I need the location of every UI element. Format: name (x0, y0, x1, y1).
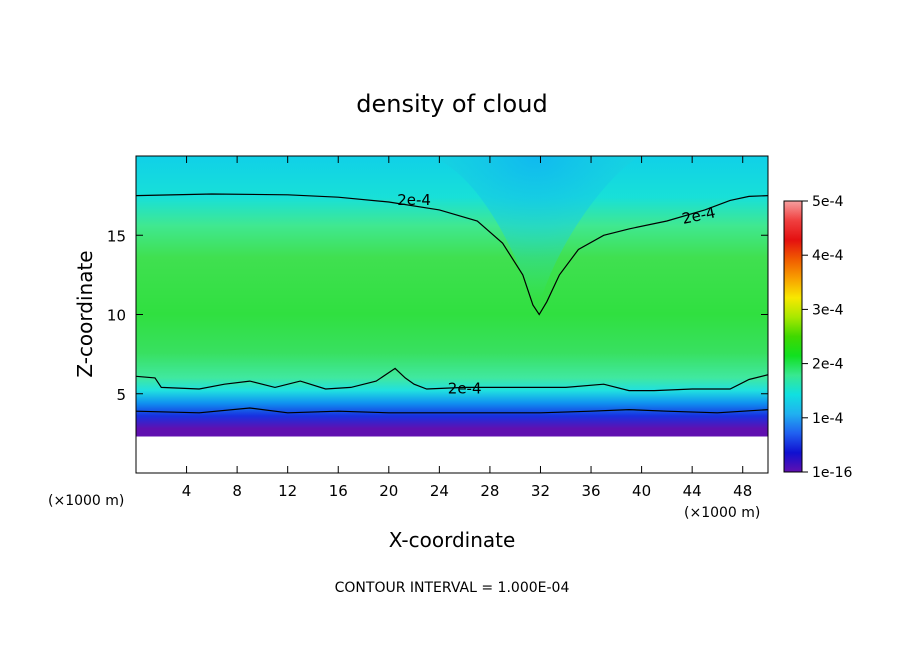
contour-lines: 2e-42e-42e-4 (136, 191, 768, 414)
contour-label: 2e-4 (397, 191, 431, 209)
x-axis-label: X-coordinate (389, 528, 516, 552)
colorbar-label: 2e-4 (812, 357, 844, 373)
contour-label-group: 2e-4 (397, 191, 431, 209)
colorbar-label: 4e-4 (812, 248, 844, 264)
x-tick-label: 16 (329, 482, 348, 500)
x-tick-label: 20 (379, 482, 398, 500)
x-tick-label: 48 (733, 482, 752, 500)
x-tick-label: 4 (182, 482, 192, 500)
contour-line (136, 407, 768, 414)
colorbar-label: 1e-4 (812, 411, 844, 427)
colorbar-label: 1e-16 (812, 465, 852, 481)
x-tick-label: 24 (430, 482, 449, 500)
colorbar-labels: 5e-4 4e-4 3e-4 2e-4 1e-4 1e-16 (802, 194, 852, 481)
x-tick-label: 36 (581, 482, 600, 500)
x-tick-label: 8 (232, 482, 242, 500)
chart-title: density of cloud (356, 90, 547, 118)
y-tick-label: 10 (107, 307, 126, 325)
x-tick-label: 32 (531, 482, 550, 500)
y-axis-label: Z-coordinate (73, 250, 97, 377)
x-unit-left: (×1000 m) (48, 493, 124, 509)
x-tick-label: 28 (480, 482, 499, 500)
colorbar: 5e-4 4e-4 3e-4 2e-4 1e-4 1e-16 (783, 194, 852, 481)
x-unit-right: (×1000 m) (684, 505, 760, 521)
colorbar-label: 3e-4 (812, 302, 844, 318)
x-tick-label: 12 (278, 482, 297, 500)
contour-interval-note: CONTOUR INTERVAL = 1.000E-04 (335, 580, 570, 596)
contour-line (136, 193, 768, 316)
contour-line (136, 367, 768, 392)
density-field (136, 156, 768, 473)
plot-area: 2e-42e-42e-4 (136, 156, 768, 473)
low-density-funnel (430, 156, 640, 315)
y-axis-ticks: 5 10 15 (107, 227, 768, 404)
x-axis-ticks: 4 8 12 16 20 24 28 32 36 40 44 48 (182, 156, 752, 500)
x-tick-label: 44 (683, 482, 702, 500)
colorbar-label: 5e-4 (812, 194, 844, 210)
x-tick-label: 40 (632, 482, 651, 500)
contour-label: 2e-4 (448, 379, 482, 397)
contour-label-group: 2e-4 (448, 379, 482, 397)
y-tick-label: 5 (116, 386, 126, 404)
colorbar-scale (783, 200, 803, 473)
y-tick-label: 15 (107, 227, 126, 245)
